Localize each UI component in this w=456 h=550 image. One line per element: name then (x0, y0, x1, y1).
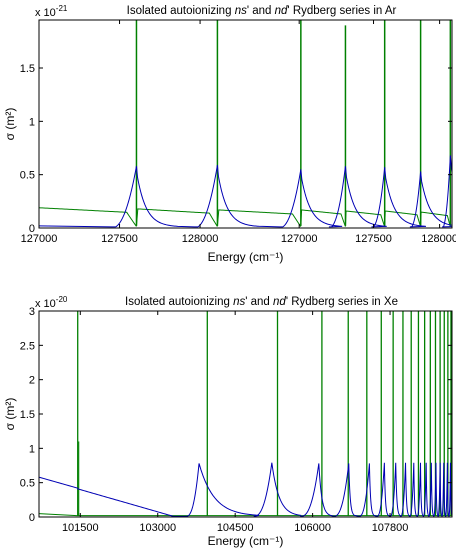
y-axis-label: σ (m²) (3, 108, 17, 141)
green-series-segment (216, 209, 302, 227)
x-tick-label: 104500 (217, 522, 254, 534)
y-tick-label: 0.5 (20, 170, 35, 182)
plot-area (39, 20, 452, 228)
chart-title: Isolated autoionizing ns' and nd' Rydber… (127, 5, 397, 17)
y-tick-label: 1 (29, 116, 35, 128)
y-tick-label: 1.5 (20, 409, 35, 421)
x-tick-label: 128000 (182, 233, 219, 245)
y-tick-label: 0.5 (20, 478, 35, 490)
x-tick-label: 127000 (21, 233, 58, 245)
y-tick-label: 3 (29, 306, 35, 318)
green-series-segment (135, 208, 218, 227)
y-axis-label: σ (m²) (3, 398, 17, 431)
x-tick-label: 128000 (421, 233, 456, 245)
y-exponent-label: x 10-21 (35, 4, 68, 19)
x-tick-label: 127500 (101, 233, 138, 245)
x-tick-label: 101500 (62, 522, 99, 534)
x-tick-label: 127000 (281, 233, 318, 245)
x-tick-label: 103000 (139, 522, 176, 534)
axes-box (38, 19, 453, 229)
x-axis-label: Energy (cm⁻¹) (208, 250, 284, 264)
axes-box (38, 310, 453, 518)
y-tick-label: 1 (29, 443, 35, 455)
green-series-segment (39, 207, 137, 227)
y-tick-label: 2.5 (20, 340, 35, 352)
green-series-segment (384, 210, 422, 227)
y-tick-label: 2 (29, 375, 35, 387)
blue-series-line (39, 155, 452, 228)
x-axis-label: Energy (cm⁻¹) (208, 534, 284, 548)
chart-title: Isolated autoionizing ns' and nd' Rydber… (125, 296, 398, 308)
green-series-segment (300, 209, 346, 227)
x-tick-label: 106000 (294, 522, 331, 534)
chart-panel-1: 0 0.5 1 1.5 127000 127500 128000 127000 127500 12… (3, 4, 456, 264)
y-tick-label: 1.5 (20, 63, 35, 75)
chart-panel-2: 0 0.5 1 1.5 2 2.5 3 101500 103000 104500 106000 107… (3, 295, 453, 548)
x-tick-label: 107800 (372, 522, 409, 534)
plot-area (39, 311, 452, 517)
y-tick-label: 0 (29, 223, 35, 235)
blue-series-line (39, 462, 452, 517)
x-tick-label: 127500 (355, 233, 392, 245)
y-exponent-label: x 10-20 (35, 295, 68, 310)
y-tick-label: 0 (29, 512, 35, 524)
